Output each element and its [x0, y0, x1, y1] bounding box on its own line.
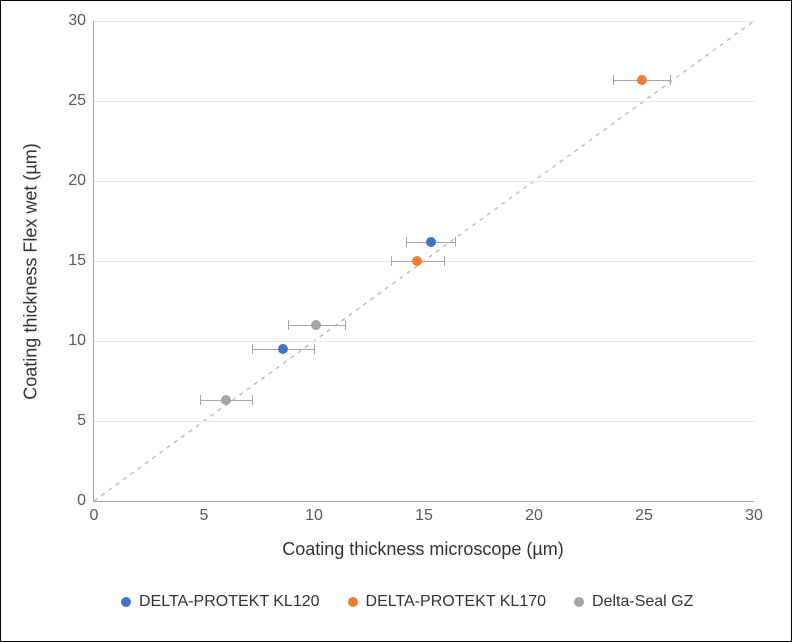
data-point — [637, 75, 647, 85]
gridline — [94, 181, 754, 182]
legend-marker-icon — [121, 597, 131, 607]
x-tick-label: 15 — [415, 501, 433, 525]
legend: DELTA-PROTEKT KL120 DELTA-PROTEKT KL170 De… — [121, 593, 693, 611]
error-bar-cap — [314, 344, 315, 354]
legend-marker-icon — [574, 597, 584, 607]
chart-frame: 051015202530051015202530 Coating thickne… — [0, 0, 792, 642]
x-axis-label: Coating thickness microscope (µm) — [282, 539, 563, 560]
data-point — [311, 320, 321, 330]
error-bar-cap — [200, 395, 201, 405]
y-tick-label: 20 — [68, 172, 94, 190]
error-bar-cap — [670, 75, 671, 85]
legend-item: Delta-Seal GZ — [574, 593, 693, 611]
legend-label: DELTA-PROTEKT KL170 — [366, 593, 547, 611]
y-tick-label: 5 — [77, 412, 94, 430]
error-bar-cap — [406, 237, 407, 247]
error-bar-cap — [345, 320, 346, 330]
gridline — [94, 421, 754, 422]
y-tick-label: 25 — [68, 92, 94, 110]
y-tick-label: 10 — [68, 332, 94, 350]
error-bar-cap — [252, 344, 253, 354]
gridline — [94, 21, 754, 22]
legend-item: DELTA-PROTEKT KL170 — [348, 593, 547, 611]
data-point — [426, 237, 436, 247]
error-bar-cap — [613, 75, 614, 85]
error-bar-cap — [455, 237, 456, 247]
error-bar-cap — [444, 256, 445, 266]
error-bar-cap — [391, 256, 392, 266]
error-bar-cap — [288, 320, 289, 330]
data-point — [412, 256, 422, 266]
x-tick-label: 0 — [90, 501, 99, 525]
y-tick-label: 30 — [68, 12, 94, 30]
gridline — [94, 341, 754, 342]
legend-item: DELTA-PROTEKT KL120 — [121, 593, 320, 611]
x-tick-label: 30 — [745, 501, 763, 525]
plot-area: 051015202530051015202530 — [93, 21, 754, 502]
x-tick-label: 20 — [525, 501, 543, 525]
legend-label: Delta-Seal GZ — [592, 593, 693, 611]
error-bar-cap — [252, 395, 253, 405]
y-axis-label: Coating thickness Flex wet (µm) — [21, 143, 42, 399]
x-tick-label: 5 — [200, 501, 209, 525]
gridline — [94, 101, 754, 102]
legend-marker-icon — [348, 597, 358, 607]
data-point — [278, 344, 288, 354]
legend-label: DELTA-PROTEKT KL120 — [139, 593, 320, 611]
y-tick-label: 15 — [68, 252, 94, 270]
data-point — [221, 395, 231, 405]
x-tick-label: 10 — [305, 501, 323, 525]
x-tick-label: 25 — [635, 501, 653, 525]
